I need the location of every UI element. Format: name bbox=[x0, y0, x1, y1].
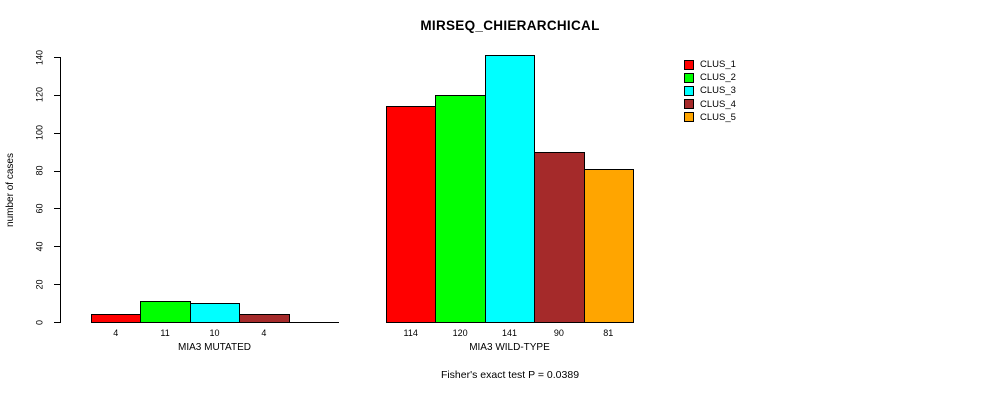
legend-item: CLUS_5 bbox=[684, 111, 736, 124]
bar-clus_2 bbox=[435, 95, 486, 323]
bar-clus_5 bbox=[583, 169, 634, 323]
y-tick-label: 40 bbox=[34, 241, 45, 252]
bar-value-label: 81 bbox=[603, 328, 614, 338]
y-tick bbox=[54, 322, 60, 323]
legend-swatch-icon bbox=[684, 85, 694, 96]
y-tick-label: 20 bbox=[34, 279, 45, 290]
legend: CLUS_1 CLUS_2 CLUS_3 CLUS_4 CLUS_5 bbox=[684, 58, 736, 124]
bar-clus_2 bbox=[140, 301, 191, 323]
legend-swatch-icon bbox=[684, 112, 694, 123]
bar-value-label: 141 bbox=[501, 328, 517, 338]
y-tick bbox=[54, 132, 60, 134]
y-axis-line bbox=[60, 57, 61, 323]
y-axis-label: number of cases bbox=[5, 153, 16, 227]
y-tick-label: 120 bbox=[34, 87, 45, 103]
y-tick-label: 60 bbox=[34, 203, 45, 214]
legend-item: CLUS_2 bbox=[684, 71, 736, 84]
annotation-text: Fisher's exact test P = 0.0389 bbox=[440, 369, 580, 381]
y-tick bbox=[54, 246, 60, 248]
legend-swatch-icon bbox=[684, 72, 694, 83]
y-tick-label: 80 bbox=[34, 165, 45, 176]
bar-value-label: 10 bbox=[209, 328, 220, 338]
group-label: MIA3 MUTATED bbox=[178, 342, 251, 353]
bar-clus_3 bbox=[484, 55, 536, 323]
bar-clus_3 bbox=[189, 303, 241, 323]
bar-value-label: 114 bbox=[403, 328, 418, 338]
legend-swatch-icon bbox=[684, 59, 694, 70]
chart-title: MIRSEQ_CHIERARCHICAL bbox=[420, 18, 600, 33]
group-label: MIA3 WILD-TYPE bbox=[469, 342, 550, 353]
legend-label: CLUS_1 bbox=[700, 59, 736, 70]
legend-label: CLUS_3 bbox=[700, 85, 736, 97]
bar-value-label: 11 bbox=[160, 328, 170, 338]
group-baseline bbox=[91, 322, 339, 323]
y-tick bbox=[54, 208, 60, 210]
group-baseline bbox=[386, 322, 634, 323]
y-tick bbox=[54, 284, 60, 286]
y-tick bbox=[54, 94, 60, 96]
bar-clus_1 bbox=[386, 106, 437, 323]
y-tick bbox=[54, 57, 60, 58]
y-tick-label: 140 bbox=[34, 49, 45, 65]
bar-value-label: 4 bbox=[261, 328, 267, 338]
bar-value-label: 120 bbox=[452, 328, 468, 338]
legend-item: CLUS_3 bbox=[684, 84, 736, 97]
y-tick bbox=[54, 170, 60, 172]
y-tick-label: 100 bbox=[34, 125, 45, 141]
bar-clus_4 bbox=[534, 152, 585, 323]
legend-item: CLUS_1 bbox=[684, 58, 736, 71]
bar-value-label: 90 bbox=[553, 328, 564, 338]
bar-value-label: 4 bbox=[113, 328, 119, 338]
legend-label: CLUS_4 bbox=[700, 98, 736, 110]
legend-label: CLUS_2 bbox=[700, 72, 736, 84]
legend-item: CLUS_4 bbox=[684, 98, 736, 111]
legend-label: CLUS_5 bbox=[700, 111, 736, 123]
y-tick-label: 0 bbox=[34, 319, 45, 325]
legend-swatch-icon bbox=[684, 99, 694, 110]
